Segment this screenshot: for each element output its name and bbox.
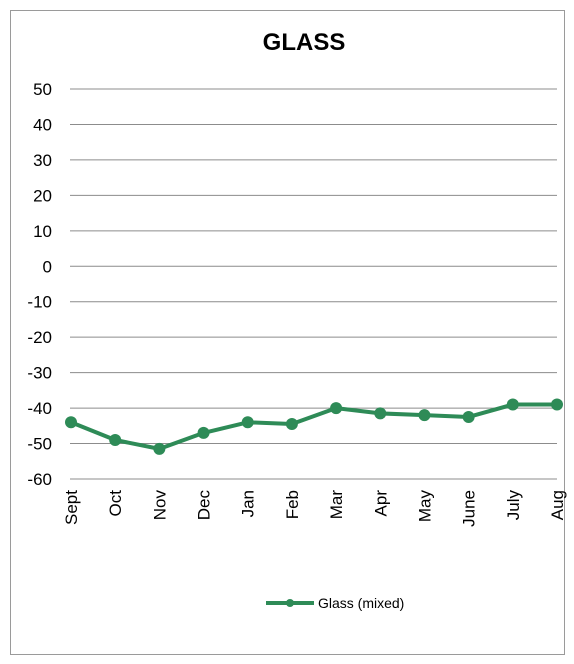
data-point <box>109 434 122 446</box>
y-tick-label: -50 <box>27 435 52 454</box>
y-axis-labels: 50 40 30 20 10 0 -10 -20 -30 -40 -50 -60 <box>27 80 52 489</box>
y-tick-label: -20 <box>27 328 52 347</box>
y-tick-label: 0 <box>43 257 52 276</box>
x-tick-label: Feb <box>283 490 302 519</box>
data-point <box>241 416 254 429</box>
data-point <box>506 398 519 411</box>
y-tick-label: 10 <box>33 222 52 241</box>
data-point <box>65 416 77 429</box>
data-point <box>462 410 475 423</box>
legend-marker <box>286 599 294 607</box>
x-tick-label: Dec <box>195 490 214 521</box>
series-line <box>70 402 557 451</box>
x-axis-labels: Sept Oct Nov Dec Jan Feb Mar Apr May June July Aug <box>62 490 567 527</box>
y-tick-label: 40 <box>33 115 52 134</box>
data-point <box>197 426 210 439</box>
y-tick-label: -40 <box>27 399 52 418</box>
x-tick-label: Aug <box>548 490 567 520</box>
x-tick-label: Oct <box>106 490 125 517</box>
y-tick-label: 20 <box>33 186 52 205</box>
x-tick-label: Jan <box>239 490 258 517</box>
x-tick-label: Nov <box>150 490 169 521</box>
x-tick-label: June <box>460 490 479 527</box>
y-tick-label: -30 <box>27 364 52 383</box>
gridlines <box>70 88 557 480</box>
x-tick-label: Mar <box>327 490 346 520</box>
data-point <box>153 442 166 455</box>
y-tick-label: 30 <box>33 151 52 170</box>
chart-title: GLASS <box>263 29 346 56</box>
y-tick-label: -60 <box>27 470 52 489</box>
series-group <box>65 398 563 455</box>
x-tick-label: Apr <box>371 490 390 517</box>
y-tick-label: -10 <box>27 293 52 312</box>
data-point <box>374 407 387 420</box>
y-tick-label: 50 <box>33 80 52 99</box>
chart-frame <box>10 10 565 655</box>
legend-label: Glass (mixed) <box>318 595 404 611</box>
x-tick-label: July <box>504 490 523 521</box>
x-tick-label: May <box>415 490 434 523</box>
data-point <box>551 398 563 411</box>
data-point <box>285 418 298 431</box>
x-tick-label: Sept <box>62 490 81 525</box>
data-point <box>330 402 343 415</box>
legend: Glass (mixed) <box>266 595 404 611</box>
data-point <box>418 409 431 422</box>
